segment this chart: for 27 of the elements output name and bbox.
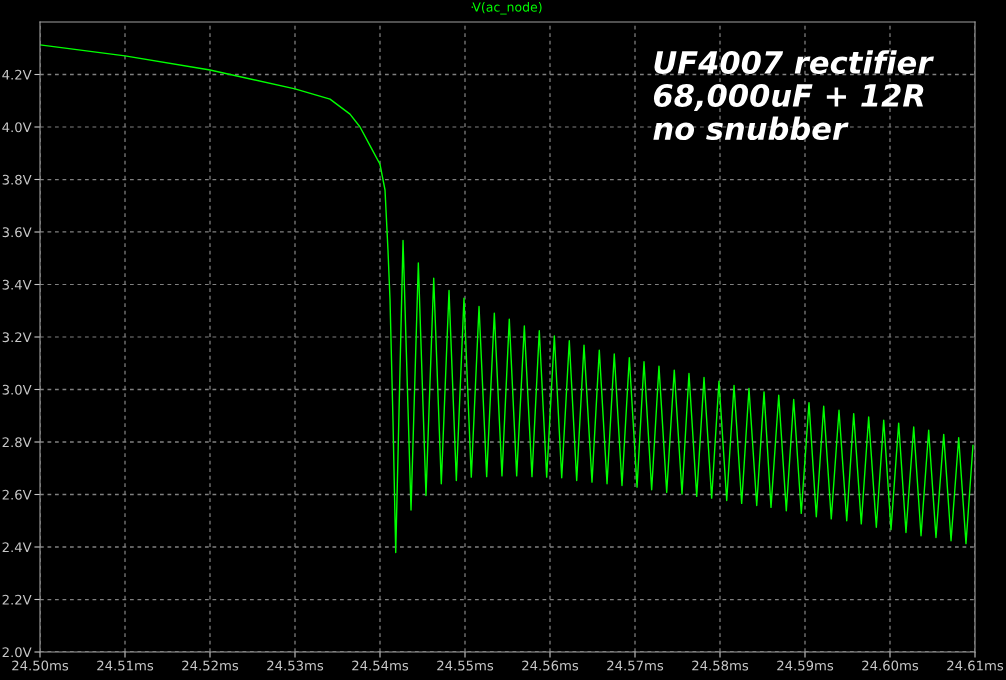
y-tick-label: 3.2V (2, 332, 32, 343)
x-tick-label: 24.53ms (267, 660, 324, 671)
x-tick-label: 24.50ms (12, 660, 69, 671)
x-tick-label: 24.56ms (522, 660, 579, 671)
legend-label: V(ac_node) (472, 2, 542, 15)
y-tick-label: 2.6V (2, 489, 32, 500)
x-tick-label: 24.54ms (352, 660, 409, 671)
x-tick-label: 24.61ms (947, 660, 1004, 671)
x-tick-label: 24.55ms (437, 660, 494, 671)
x-tick-label: 24.57ms (607, 660, 664, 671)
y-tick-label: 2.4V (2, 542, 32, 553)
y-tick-label: 3.8V (2, 174, 32, 185)
y-tick-label: 4.0V (2, 122, 32, 133)
x-tick-label: 24.58ms (692, 660, 749, 671)
y-tick-label: 2.8V (2, 437, 32, 448)
y-tick-label: 4.2V (2, 69, 32, 80)
x-tick-label: 24.59ms (777, 660, 834, 671)
line-series (40, 44, 974, 554)
x-tick-label: 24.52ms (182, 660, 239, 671)
y-tick-label: 3.6V (2, 227, 32, 238)
y-tick-label: 2.0V (2, 647, 32, 658)
y-tick-label: 3.0V (2, 384, 32, 395)
y-tick-label: 2.2V (2, 594, 32, 605)
x-tick-label: 24.51ms (97, 660, 154, 671)
annotation: UF4007 rectifier 68,000uF + 12R no snubber (653, 50, 934, 141)
y-tick-label: 3.4V (2, 279, 32, 290)
x-tick-label: 24.60ms (862, 660, 919, 671)
